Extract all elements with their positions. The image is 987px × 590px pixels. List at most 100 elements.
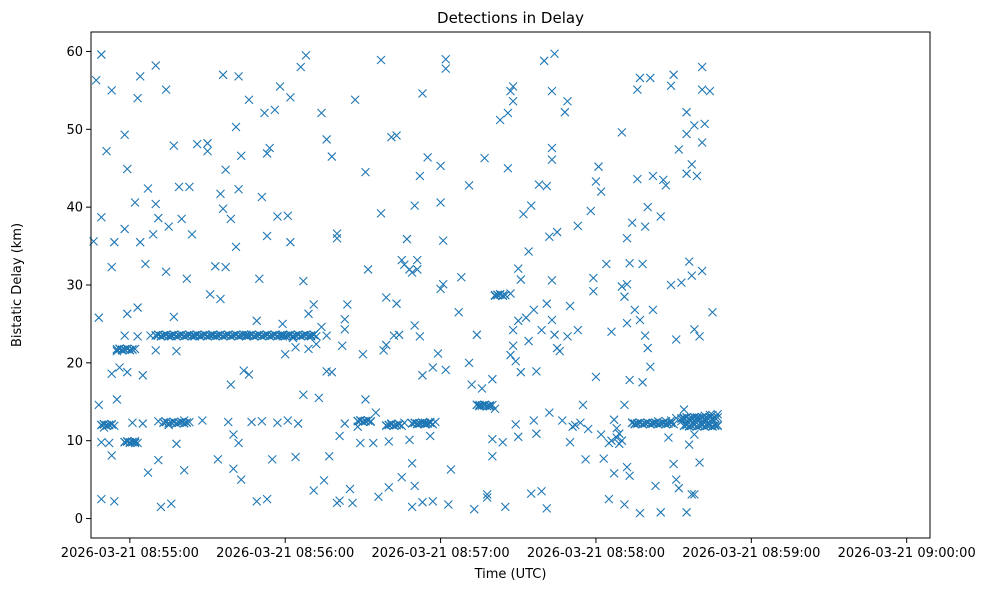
data-point <box>679 405 689 414</box>
data-point <box>112 395 122 404</box>
data-point <box>151 61 161 70</box>
data-point <box>304 309 313 319</box>
data-point <box>273 212 282 221</box>
data-point <box>151 199 161 209</box>
band-point <box>128 437 137 447</box>
data-point <box>361 395 370 404</box>
data-point <box>511 419 521 429</box>
data-point <box>425 431 435 441</box>
data-point <box>143 184 153 193</box>
data-point <box>122 164 132 174</box>
data-point <box>361 167 370 177</box>
data-point <box>133 93 142 103</box>
x-axis-label: Time (UTC) <box>474 567 547 582</box>
data-point <box>335 496 344 506</box>
data-point <box>286 93 295 102</box>
band-point <box>397 421 407 431</box>
band-point <box>104 420 114 430</box>
band-point <box>392 420 401 430</box>
data-point <box>291 452 300 462</box>
data-point <box>298 390 308 400</box>
band-point <box>130 436 140 446</box>
band-point <box>495 289 505 299</box>
data-point <box>630 305 640 315</box>
data-point <box>120 130 130 140</box>
data-point <box>542 299 552 309</box>
y-tick-label: 10 <box>66 434 83 449</box>
data-point <box>236 475 246 485</box>
data-point <box>415 331 425 341</box>
data-point <box>174 182 184 192</box>
data-point <box>627 218 637 228</box>
data-point <box>280 349 290 359</box>
data-point <box>340 314 350 324</box>
data-point <box>182 274 192 284</box>
data-point <box>109 497 119 506</box>
data-point <box>384 483 394 492</box>
data-point <box>115 363 124 372</box>
band-point <box>713 413 723 422</box>
data-point <box>218 204 228 214</box>
data-point <box>109 237 119 247</box>
data-point <box>614 429 624 439</box>
x-tick-label: 2026-03-21 08:56:00 <box>216 546 354 561</box>
data-point <box>544 408 554 418</box>
band-point <box>218 331 228 341</box>
data-point <box>342 300 352 309</box>
band-point <box>133 438 142 448</box>
data-point <box>529 305 539 315</box>
data-point <box>485 402 495 411</box>
data-point <box>651 481 660 491</box>
y-tick-label: 30 <box>66 279 83 294</box>
data-point <box>469 504 479 514</box>
data-point <box>169 141 179 151</box>
data-point <box>563 331 572 341</box>
data-point <box>138 370 148 380</box>
data-point <box>254 274 264 284</box>
band-point <box>182 418 192 427</box>
band-point <box>172 418 181 428</box>
x-tick-label: 2026-03-21 08:59:00 <box>682 546 820 561</box>
data-point <box>513 316 523 326</box>
data-point <box>591 372 601 382</box>
data-point <box>588 286 598 296</box>
band-point <box>249 331 259 341</box>
data-point <box>573 221 583 231</box>
y-tick-label: 0 <box>75 512 83 527</box>
data-point <box>620 400 629 410</box>
data-point <box>539 56 549 66</box>
data-point <box>656 507 666 517</box>
data-point <box>482 493 492 502</box>
data-point <box>410 321 420 330</box>
data-point <box>317 108 326 118</box>
data-point <box>133 331 142 341</box>
data-point <box>645 362 655 372</box>
band-point <box>684 414 694 423</box>
data-point <box>612 423 622 433</box>
data-point <box>513 264 523 274</box>
data-point <box>262 149 272 158</box>
data-point <box>283 416 293 425</box>
data-point <box>524 247 534 256</box>
band-point <box>638 419 647 429</box>
band-point <box>475 401 484 411</box>
data-point <box>456 272 466 282</box>
data-point <box>516 367 526 377</box>
data-point <box>472 330 482 340</box>
band-point <box>107 419 117 429</box>
data-point <box>107 262 117 272</box>
data-point <box>153 416 163 426</box>
data-point <box>542 504 552 513</box>
data-point <box>120 331 130 340</box>
data-point <box>583 424 593 434</box>
data-point <box>368 438 378 448</box>
data-point <box>563 96 572 106</box>
data-point <box>345 484 355 494</box>
data-point <box>617 282 627 291</box>
data-point <box>412 255 422 265</box>
data-point <box>689 121 699 130</box>
data-point <box>397 255 407 265</box>
data-point <box>565 301 575 311</box>
data-point <box>327 367 337 377</box>
